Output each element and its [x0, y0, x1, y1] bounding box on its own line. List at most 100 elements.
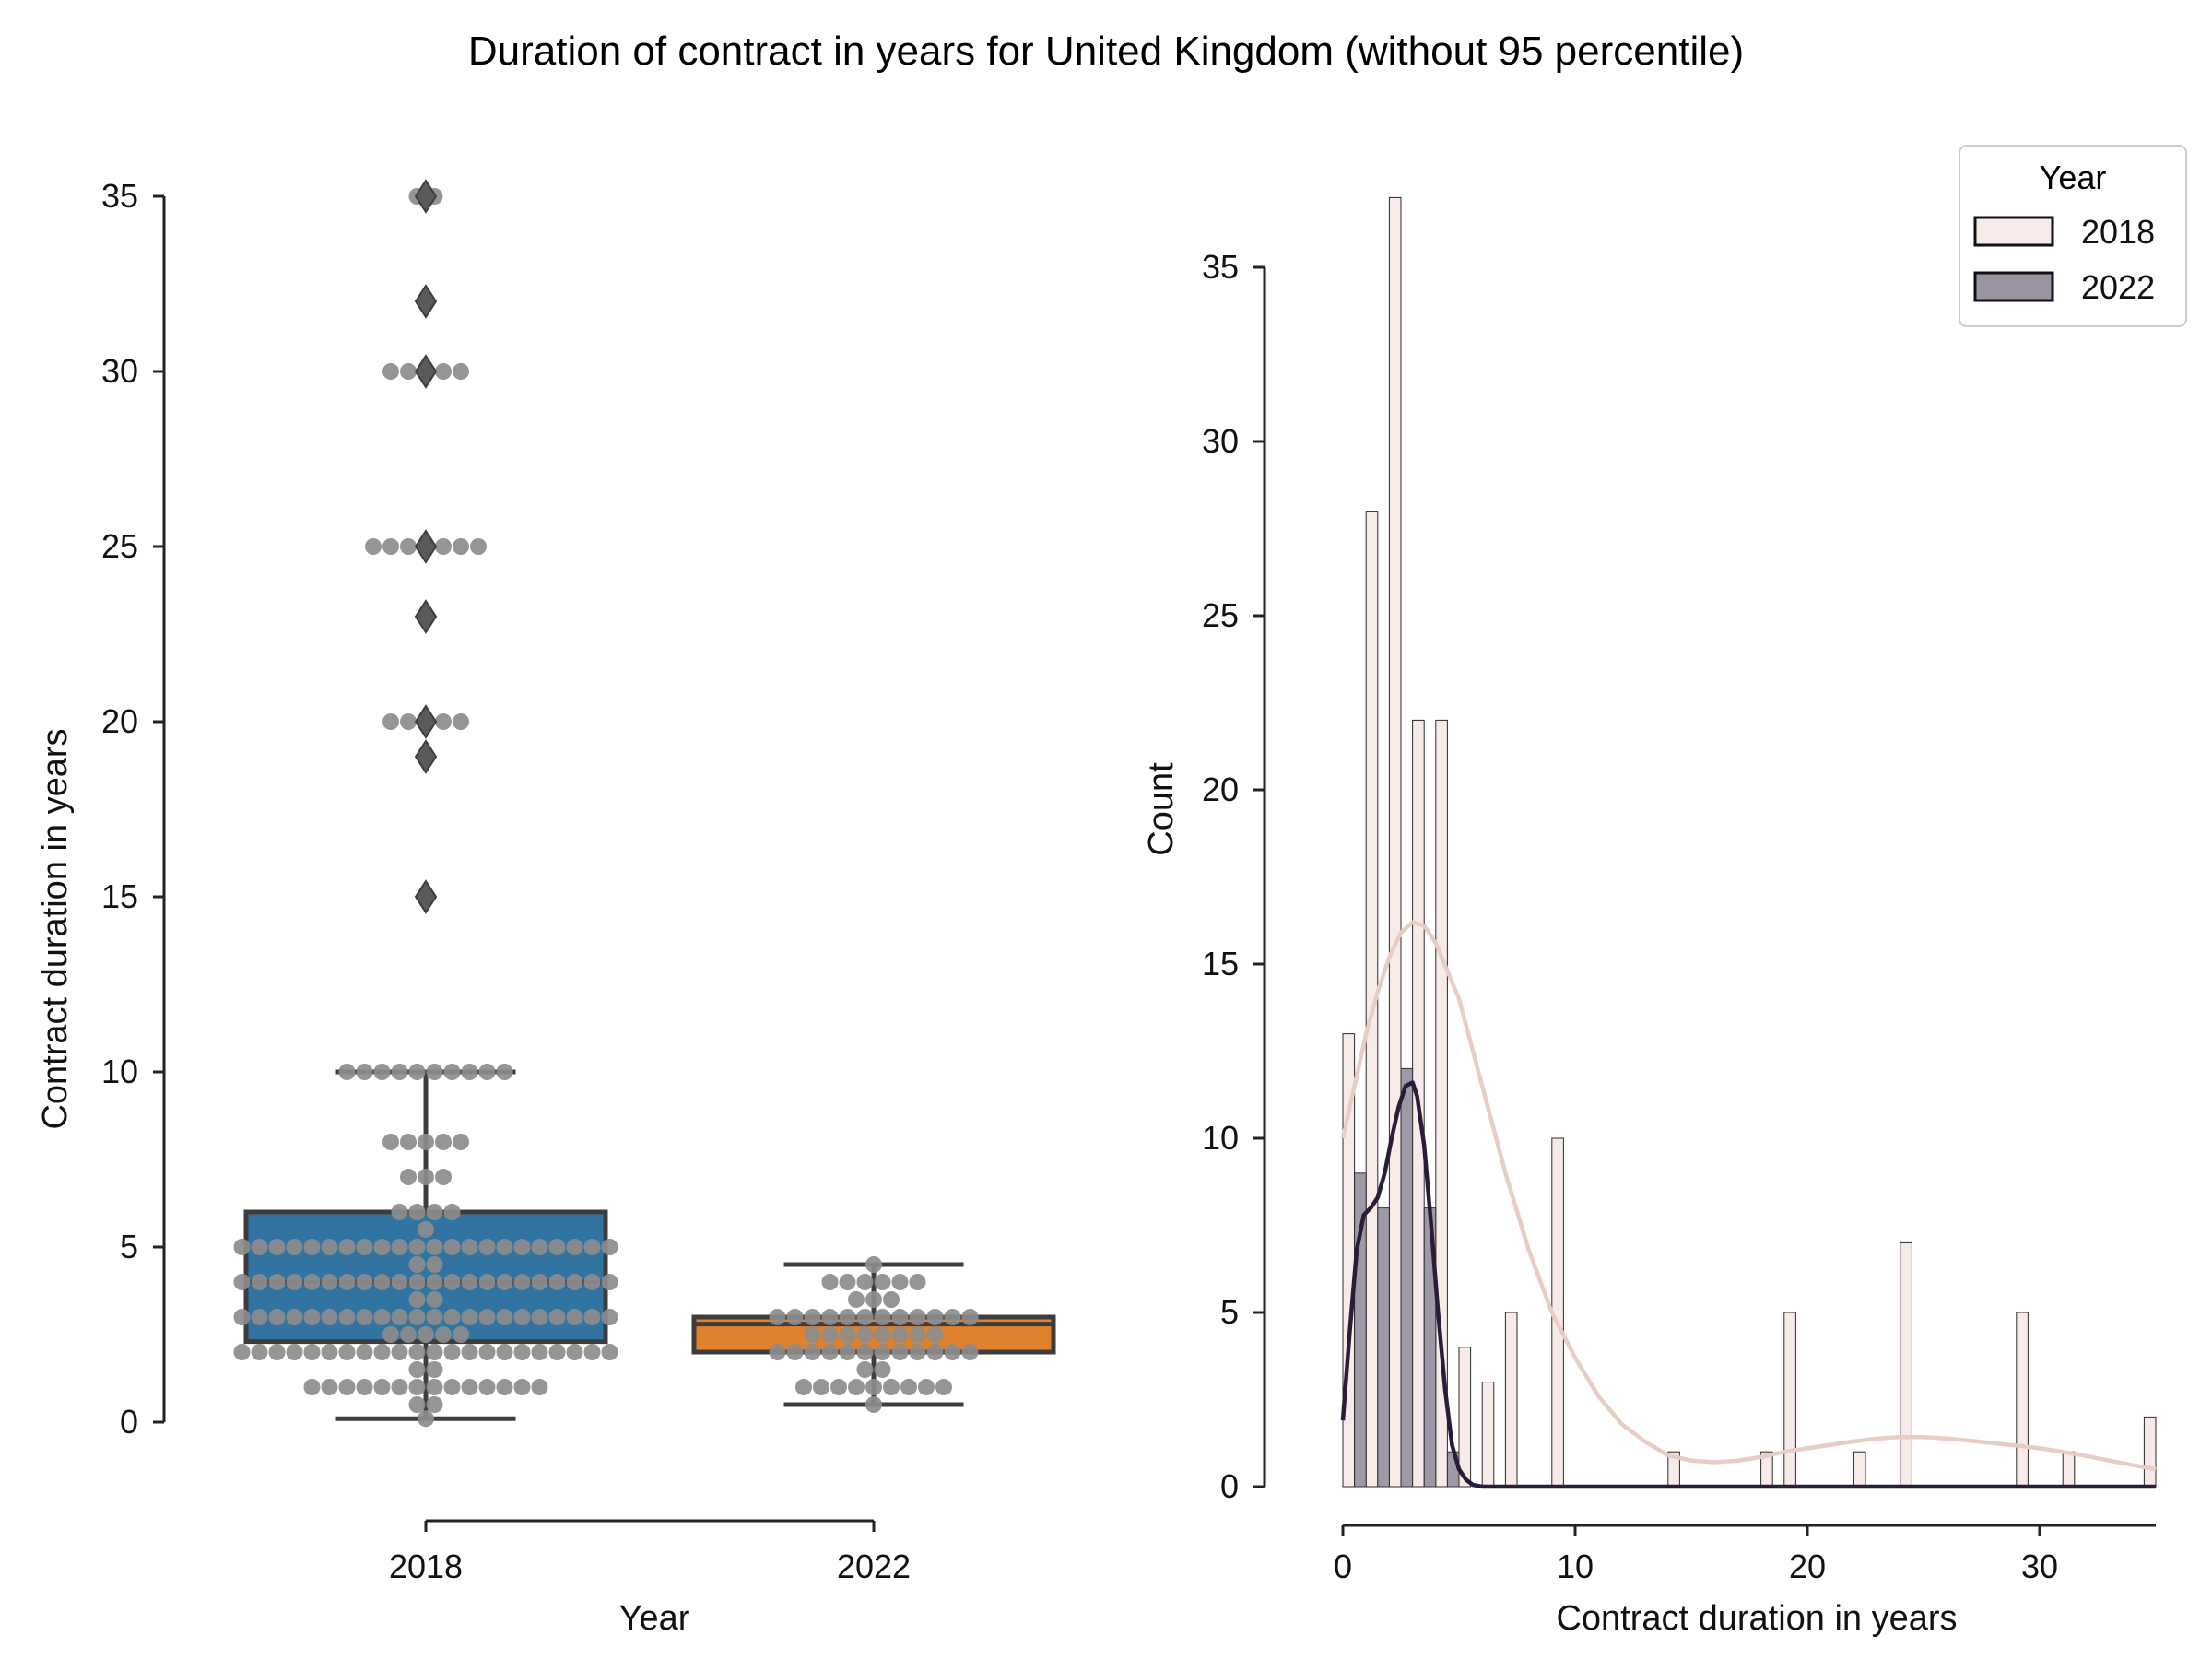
swarm-point [286, 1274, 303, 1290]
x-tick-label: 30 [2021, 1547, 2058, 1585]
swarm-point [461, 1239, 478, 1255]
swarm-point [373, 1274, 391, 1290]
swarm-point [478, 1309, 496, 1325]
swarm-point [839, 1344, 856, 1360]
swarm-point [426, 1239, 443, 1255]
swarm-point [795, 1379, 812, 1395]
swarm-point [303, 1379, 321, 1395]
swarm-point [400, 538, 417, 555]
swarm-point [321, 1239, 338, 1255]
swarm-point [874, 1344, 891, 1360]
swarm-point [356, 1309, 373, 1325]
y-tick-label: 5 [1220, 1293, 1239, 1331]
hist-bar-2022 [1377, 1207, 1390, 1488]
swarm-point [303, 1344, 321, 1360]
swarm-point [382, 1134, 399, 1150]
swarm-point [251, 1239, 268, 1255]
swarm-point [821, 1326, 839, 1343]
swarm-point [883, 1291, 900, 1308]
swarm-point [874, 1361, 891, 1378]
swarm-point [373, 1309, 391, 1325]
swarm-point [865, 1291, 882, 1308]
swarm-point [443, 1064, 461, 1080]
swarm-point [865, 1256, 882, 1273]
swarm-point [839, 1326, 856, 1343]
swarm-point [601, 1309, 618, 1325]
swarm-point [548, 1309, 566, 1325]
swarm-point [382, 1326, 399, 1343]
swarm-point [566, 1239, 583, 1255]
swarm-point [566, 1274, 583, 1290]
hist-bar-2018 [1853, 1451, 1866, 1488]
swarm-point [408, 1274, 426, 1290]
swarm-point [233, 1344, 251, 1360]
swarm-point [356, 1344, 373, 1360]
swarm-point [233, 1274, 251, 1290]
swarm-point [391, 1379, 408, 1395]
y-tick-label: 35 [1202, 248, 1239, 286]
swarm-point [944, 1344, 961, 1360]
swarm-point [874, 1326, 891, 1343]
swarm-point [443, 1309, 461, 1325]
y-tick-label: 20 [1202, 771, 1239, 808]
y-tick-label: 0 [1220, 1467, 1239, 1505]
swarm-point [338, 1379, 356, 1395]
swarm-point [408, 1204, 426, 1220]
swarm-point [426, 1274, 443, 1290]
swarm-point [338, 1344, 356, 1360]
swarm-point [435, 713, 452, 730]
y-tick-label: 0 [120, 1403, 138, 1441]
swarm-point [435, 363, 452, 380]
histogram-x-label: Contract duration in years [1556, 1599, 1957, 1638]
legend-label-2022: 2022 [2081, 268, 2155, 306]
boxplot-y-axis: 0 5 10 15 20 25 30 35 [101, 177, 166, 1441]
swarm-point [408, 1361, 426, 1378]
swarm-point [531, 1379, 548, 1395]
hist-bar-2018 [1900, 1241, 1912, 1488]
swarm-point [356, 1064, 373, 1080]
swarm-point [400, 1134, 417, 1150]
swarm-point [418, 1169, 434, 1185]
hist-bar-2018 [1458, 1347, 1472, 1488]
swarm-point [926, 1326, 944, 1343]
swarm-point [426, 1309, 443, 1325]
swarm-point [891, 1344, 909, 1360]
swarm-point [426, 1204, 443, 1220]
swarm-point [961, 1344, 979, 1360]
swarm-point [321, 1379, 338, 1395]
swarm-point [461, 1064, 478, 1080]
swarm-point [408, 1379, 426, 1395]
swarm-point [856, 1274, 874, 1290]
swarm-point [426, 1361, 443, 1378]
x-tick-label-2018: 2018 [389, 1547, 463, 1585]
boxplot-panel: 0 5 10 15 20 25 30 35 2018 2022 Year Contract du… [36, 177, 1056, 1638]
legend-swatch-2022 [1973, 271, 2054, 302]
swarm-point [453, 1326, 469, 1343]
histogram-bars [1342, 196, 2157, 1488]
swarm-point [356, 1239, 373, 1255]
swarm-point [856, 1309, 874, 1325]
swarm-point [251, 1309, 268, 1325]
hist-bar-2022 [1400, 1067, 1414, 1488]
swarm-point [478, 1239, 496, 1255]
y-tick-label: 5 [120, 1228, 138, 1265]
swarm-point [268, 1239, 286, 1255]
swarm-point [531, 1309, 548, 1325]
swarm-point [418, 1410, 434, 1428]
swarm-point [909, 1344, 926, 1360]
swarm-point [496, 1239, 513, 1255]
swarm-point [786, 1344, 804, 1360]
y-tick-label: 30 [1202, 422, 1239, 460]
swarm-point [391, 1309, 408, 1325]
swarm-point [856, 1361, 874, 1378]
swarm-point [453, 363, 469, 380]
swarm-point [233, 1239, 251, 1255]
outlier-marker [414, 354, 438, 389]
legend: Year 2018 2022 [1959, 145, 2187, 327]
x-tick-label-2022: 2022 [837, 1547, 911, 1585]
swarm-point [373, 1344, 391, 1360]
swarm-point [418, 1221, 434, 1238]
swarm-point [496, 1274, 513, 1290]
swarm-point [583, 1309, 601, 1325]
swarm-point [373, 1064, 391, 1080]
